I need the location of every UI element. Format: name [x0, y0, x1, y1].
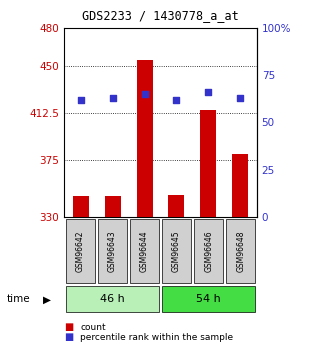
Bar: [200, 110, 216, 217]
Point: [78, 97, 83, 102]
Text: GSM96646: GSM96646: [204, 230, 213, 272]
Bar: [162, 286, 255, 313]
Text: count: count: [80, 323, 106, 332]
Bar: [130, 219, 159, 283]
Bar: [194, 219, 223, 283]
Text: ▶: ▶: [43, 295, 50, 304]
Text: 54 h: 54 h: [196, 294, 221, 304]
Bar: [98, 219, 127, 283]
Point: [238, 95, 243, 100]
Point: [142, 91, 147, 97]
Bar: [66, 286, 159, 313]
Text: GSM96644: GSM96644: [140, 230, 149, 272]
Text: ■: ■: [64, 322, 74, 332]
Bar: [232, 154, 248, 217]
Point: [110, 95, 115, 100]
Text: percentile rank within the sample: percentile rank within the sample: [80, 333, 233, 342]
Text: ■: ■: [64, 333, 74, 342]
Bar: [137, 60, 152, 217]
Bar: [105, 196, 121, 217]
Text: GSM96643: GSM96643: [108, 230, 117, 272]
Text: 46 h: 46 h: [100, 294, 125, 304]
Bar: [73, 196, 89, 217]
Bar: [66, 219, 95, 283]
Text: GDS2233 / 1430778_a_at: GDS2233 / 1430778_a_at: [82, 9, 239, 22]
Text: time: time: [6, 295, 30, 304]
Bar: [162, 219, 191, 283]
Bar: [169, 195, 184, 217]
Point: [174, 97, 179, 102]
Point: [206, 89, 211, 95]
Text: GSM96642: GSM96642: [76, 230, 85, 272]
Text: GSM96645: GSM96645: [172, 230, 181, 272]
Text: GSM96648: GSM96648: [236, 230, 245, 272]
Bar: [226, 219, 255, 283]
